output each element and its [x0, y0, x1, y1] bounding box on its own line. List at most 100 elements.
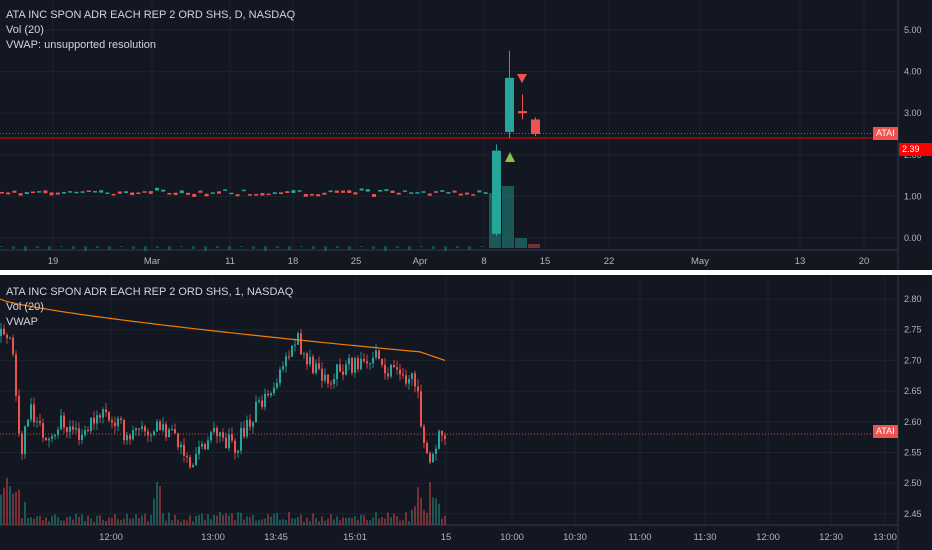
- daily-vwap-indicator[interactable]: VWAP: unsupported resolution: [6, 39, 157, 51]
- intraday-volume-bar: [144, 513, 146, 525]
- intraday-candle: [90, 417, 92, 432]
- intraday-volume-bar: [366, 520, 368, 525]
- daily-chart-pane[interactable]: 5.004.003.002.001.000.0019Mar111825Apr81…: [0, 0, 932, 270]
- price-axis-label: 2.55: [904, 448, 922, 458]
- intraday-volume-bar: [36, 516, 38, 525]
- intraday-candle: [366, 361, 368, 364]
- intraday-chart-pane[interactable]: 2.80 2.75 2.70 2.65 2.60 2.55 2.50 2.45 12:00 13:…: [0, 275, 932, 550]
- price-axis-label: 2.50: [904, 478, 922, 488]
- daily-volume-bar: [144, 246, 147, 251]
- intraday-candle: [141, 426, 143, 429]
- daily-candle: [161, 189, 166, 192]
- intraday-candle: [249, 419, 251, 427]
- intraday-volume-bar: [300, 514, 302, 525]
- daily-volume-bar: [384, 246, 387, 251]
- intraday-volume-bar: [315, 518, 317, 525]
- daily-candle: [12, 190, 17, 193]
- intraday-candle: [441, 431, 443, 436]
- intraday-volume-bar: [3, 487, 5, 525]
- intraday-volume-bar: [84, 520, 86, 525]
- intraday-chart-canvas[interactable]: 2.80 2.75 2.70 2.65 2.60 2.55 2.50 2.45 12:00 13:…: [0, 275, 932, 550]
- intraday-candle: [228, 434, 230, 449]
- price-axis-label: 2.60: [904, 417, 922, 427]
- intraday-candle: [51, 436, 53, 439]
- intraday-vwap-indicator[interactable]: VWAP: [6, 316, 38, 328]
- intraday-candle: [21, 433, 23, 454]
- intraday-volume-bar: [66, 517, 68, 525]
- intraday-volume-bar: [99, 514, 101, 525]
- intraday-candle: [414, 373, 416, 387]
- daily-candle: [396, 192, 401, 195]
- intraday-candle: [312, 356, 314, 374]
- intraday-symbol-badge: ATAI: [873, 425, 898, 438]
- price-axis-label: 2.75: [904, 325, 922, 335]
- intraday-volume-bar: [426, 512, 428, 525]
- intraday-volume-indicator[interactable]: Vol (20): [6, 301, 44, 313]
- daily-symbol-title[interactable]: ATA INC SPON ADR EACH REP 2 ORD SHS, D, …: [6, 9, 296, 21]
- time-axis-label: 18: [288, 256, 299, 267]
- intraday-volume-bar: [249, 517, 251, 525]
- pane-separator[interactable]: [0, 270, 932, 275]
- intraday-candle: [18, 395, 20, 434]
- intraday-volume-bar: [198, 515, 200, 525]
- intraday-candle: [42, 423, 44, 438]
- intraday-volume-bar: [42, 520, 44, 525]
- intraday-volume-bar: [15, 491, 17, 525]
- intraday-volume-bar: [108, 517, 110, 525]
- daily-symbol-badge: ATAI: [873, 127, 898, 140]
- intraday-volume-bar: [54, 514, 56, 525]
- intraday-volume-bar: [21, 518, 23, 525]
- daily-volume-bar: [120, 246, 123, 247]
- daily-candle: [204, 193, 209, 197]
- daily-candle: [384, 189, 389, 192]
- intraday-symbol-title[interactable]: ATA INC SPON ADR EACH REP 2 ORD SHS, 1, …: [6, 286, 294, 298]
- daily-candle: [458, 193, 463, 196]
- intraday-candle: [102, 409, 104, 418]
- intraday-volume-bar: [75, 513, 77, 525]
- intraday-candle: [243, 427, 245, 437]
- intraday-candle: [444, 435, 446, 439]
- daily-candle: [310, 194, 314, 196]
- intraday-volume-bar: [333, 519, 335, 525]
- intraday-volume-bar: [417, 487, 419, 525]
- intraday-candle: [81, 434, 83, 440]
- time-axis-label: 12:00: [99, 532, 123, 543]
- price-axis-label: 3.00: [904, 108, 922, 118]
- daily-candle: [241, 189, 246, 192]
- intraday-candle: [207, 440, 209, 450]
- intraday-candle: [78, 428, 80, 440]
- intraday-volume-bar: [438, 503, 440, 525]
- intraday-volume-bar: [324, 520, 326, 525]
- intraday-candle: [231, 434, 233, 441]
- daily-volume-bar: [420, 246, 423, 247]
- daily-candle: [272, 192, 277, 194]
- daily-volume-bar: [96, 246, 99, 248]
- intraday-candle: [222, 432, 224, 438]
- intraday-volume-bar: [6, 477, 8, 525]
- intraday-candle: [345, 364, 347, 375]
- daily-candle: [483, 192, 488, 194]
- daily-volume-bar: [444, 246, 447, 251]
- intraday-candle: [315, 363, 317, 374]
- daily-volume-indicator[interactable]: Vol (20): [6, 24, 44, 36]
- intraday-candle: [66, 427, 68, 432]
- intraday-volume-bar: [117, 519, 119, 525]
- intraday-candle: [126, 435, 128, 441]
- intraday-volume-bar: [267, 513, 269, 525]
- intraday-candle: [33, 404, 35, 423]
- daily-volume-bar: [72, 246, 75, 249]
- time-axis-label: Mar: [144, 256, 160, 267]
- daily-candle: [68, 191, 73, 193]
- intraday-volume-bar: [93, 521, 95, 525]
- daily-candle: [415, 192, 420, 194]
- intraday-candle: [165, 424, 167, 438]
- daily-volume-bar: [180, 246, 183, 247]
- sell-signal-icon: [517, 74, 527, 83]
- intraday-candle: [285, 356, 287, 367]
- intraday-volume-bar: [414, 506, 416, 525]
- intraday-candle: [333, 379, 335, 384]
- daily-volume-bar: [60, 246, 63, 247]
- daily-chart-canvas[interactable]: 5.004.003.002.001.000.0019Mar111825Apr81…: [0, 0, 932, 270]
- intraday-candle: [318, 363, 320, 369]
- daily-volume-bar: [84, 246, 87, 251]
